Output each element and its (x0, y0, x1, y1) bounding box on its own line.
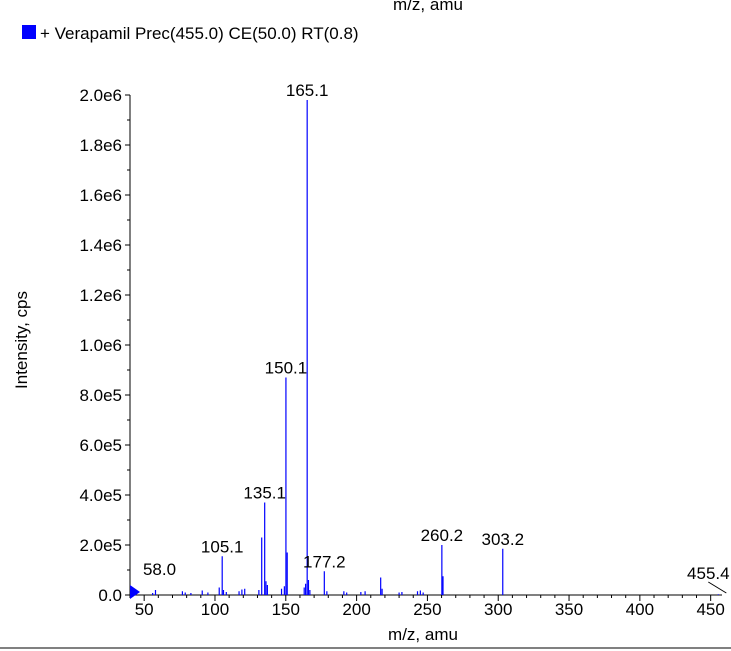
legend-swatch (22, 25, 36, 39)
y-tick-label: 1.4e6 (79, 236, 122, 255)
x-tick-label: 150 (272, 600, 300, 619)
y-tick-label: 1.8e6 (79, 136, 122, 155)
x-axis-title: m/z, amu (388, 625, 458, 644)
x-tick-label: 200 (342, 600, 370, 619)
y-tick-label: 1.2e6 (79, 286, 122, 305)
x-tick-label: 300 (484, 600, 512, 619)
cut-top-axis-label: m/z, amu (393, 0, 463, 14)
peak-label: 150.1 (265, 359, 308, 378)
y-tick-label: 6.0e5 (79, 436, 122, 455)
legend-entry: + Verapamil Prec(455.0) CE(50.0) RT(0.8) (40, 24, 359, 43)
peak-label: 260.2 (421, 526, 464, 545)
y-axis-title: Intensity, cps (12, 291, 31, 389)
x-tick-label: 350 (555, 600, 583, 619)
peak-label: 303.2 (481, 530, 524, 549)
x-tick-label: 400 (626, 600, 654, 619)
peak-label-leader (708, 581, 727, 594)
y-tick-label: 4.0e5 (79, 486, 122, 505)
peak-labels: 58.0 105.1 135.1 150.1 165.1 177.2 260.2 303.2 4… (143, 81, 730, 594)
peak-label: 177.2 (303, 552, 346, 571)
peak-label: 455.4 (687, 564, 730, 583)
peak-label: 58.0 (143, 560, 176, 579)
x-tick-label: 50 (135, 600, 154, 619)
peak-label: 105.1 (201, 537, 244, 556)
axes: 0.0 2.0e5 4.0e5 6.0e5 8.0e5 1.0e6 1.2e6 1.4e6 1.… (79, 86, 724, 619)
y-tick-label: 1.6e6 (79, 186, 122, 205)
peak-label: 165.1 (286, 81, 329, 100)
y-tick-label: 1.0e6 (79, 336, 122, 355)
y-tick-label: 8.0e5 (79, 386, 122, 405)
y-tick-label: 0.0 (98, 586, 122, 605)
x-tick-label: 450 (696, 600, 724, 619)
x-tick-label: 250 (413, 600, 441, 619)
x-tick-label: 100 (201, 600, 229, 619)
peak-label: 135.1 (243, 484, 286, 503)
y-tick-label: 2.0e5 (79, 536, 122, 555)
peaks (135, 100, 719, 595)
y-tick-label: 2.0e6 (79, 86, 122, 105)
precursor-marker (130, 585, 140, 599)
